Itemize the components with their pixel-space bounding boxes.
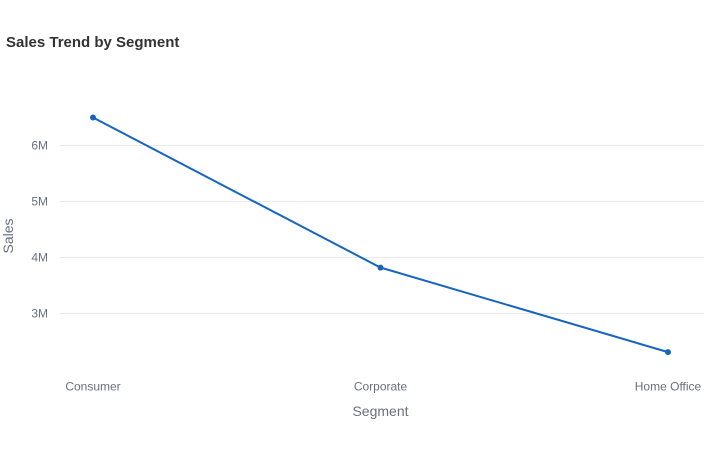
y-tick-label: 6M	[31, 139, 48, 153]
x-tick-label: Consumer	[65, 380, 120, 394]
grid-lines	[60, 145, 704, 314]
y-axis-ticks: 3M 4M 5M 6M	[31, 139, 48, 321]
series-layer	[90, 114, 671, 356]
y-tick-label: 3M	[31, 307, 48, 321]
chart-title: Sales Trend by Segment	[6, 34, 180, 51]
data-point[interactable]	[90, 114, 96, 121]
data-point[interactable]	[377, 264, 384, 271]
y-tick-label: 5M	[31, 195, 48, 209]
series-line	[92, 116, 669, 354]
y-tick-label: 4M	[31, 251, 48, 265]
x-axis-ticks: Consumer Corporate Home Office	[65, 380, 701, 394]
x-axis-title: Segment	[352, 403, 408, 419]
data-point[interactable]	[665, 349, 671, 356]
x-tick-label: Home Office	[635, 380, 702, 394]
x-tick-label: Corporate	[354, 380, 408, 394]
y-axis-title: Sales	[0, 218, 16, 253]
